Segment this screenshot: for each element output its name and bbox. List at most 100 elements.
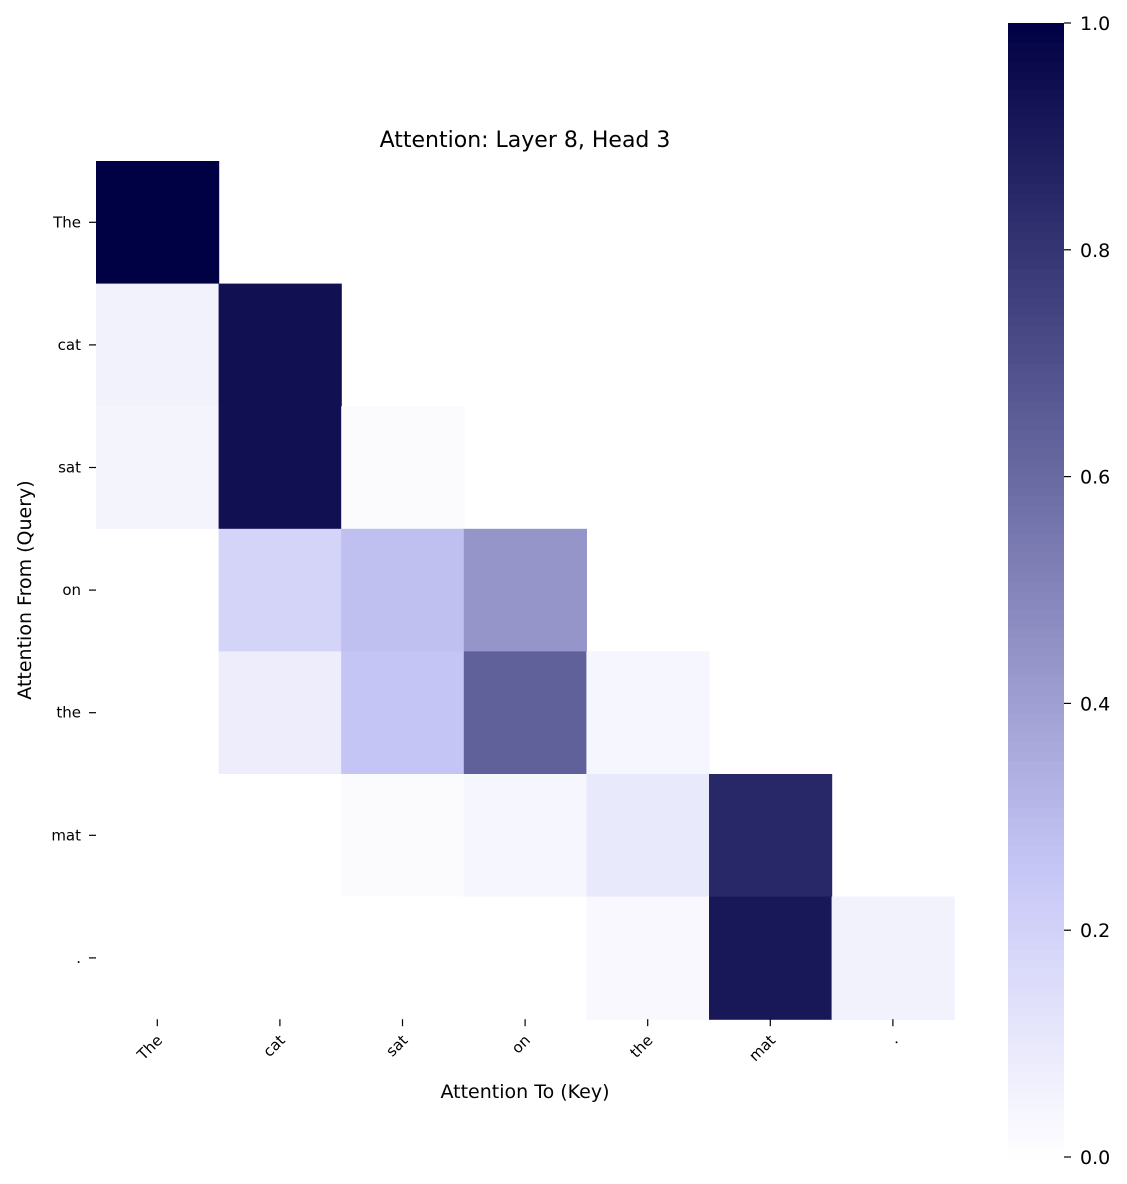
heatmap-cell — [96, 896, 220, 1020]
colorbar-segment — [1008, 334, 1064, 346]
colorbar-segment — [1008, 1071, 1064, 1083]
colorbar-segment — [1008, 523, 1064, 535]
colorbar-segment — [1008, 202, 1064, 213]
heatmap-cell — [709, 774, 833, 898]
colorbar-segment — [1008, 98, 1064, 109]
colorbar-segment — [1008, 476, 1064, 487]
colorbar-segment — [1008, 599, 1064, 610]
heatmap-cell — [341, 406, 465, 530]
colorbar-segment — [1008, 741, 1064, 752]
colorbar-segment — [1008, 164, 1064, 175]
heatmap-cell — [341, 528, 465, 652]
colorbar-tick-label: 0.0 — [1080, 1147, 1110, 1169]
colorbar-segment — [1008, 760, 1064, 771]
y-tick-label: The — [52, 213, 81, 231]
colorbar-segment — [1008, 363, 1064, 374]
colorbar-segment — [1008, 788, 1064, 799]
colorbar-segment — [1008, 1138, 1064, 1149]
colorbar-segment — [1008, 1015, 1064, 1026]
colorbar-segment — [1008, 892, 1064, 903]
heatmap-cell — [96, 774, 220, 898]
colorbar-segment — [1008, 750, 1064, 761]
colorbar-segment — [1008, 769, 1064, 780]
heatmap-cell — [218, 283, 342, 407]
colorbar-segment — [1008, 372, 1064, 383]
heatmap-cell — [586, 896, 710, 1020]
colorbar-segment — [1008, 693, 1064, 705]
colorbar-segment — [1008, 278, 1064, 289]
colorbar-segment — [1008, 249, 1064, 261]
colorbar-segment — [1008, 845, 1064, 856]
heatmap-cell — [218, 528, 342, 652]
colorbar-segment — [1008, 807, 1064, 818]
colorbar-segment — [1008, 986, 1064, 998]
x-tick-label: mat — [745, 1031, 779, 1065]
y-axis-ticks: The cat sat on the mat. — [51, 213, 96, 967]
heatmap-cell — [341, 896, 465, 1020]
colorbar-segment — [1008, 136, 1064, 147]
colorbar-segment — [1008, 627, 1064, 639]
colorbar-segment — [1008, 79, 1064, 90]
heatmap-cell — [709, 896, 833, 1020]
colorbar-segment — [1008, 901, 1064, 913]
colorbar-segment — [1008, 382, 1064, 393]
colorbar-segment — [1008, 1024, 1064, 1035]
heatmap-cell — [218, 774, 342, 898]
colorbar-segment — [1008, 873, 1064, 884]
colorbar-segment — [1008, 353, 1064, 364]
colorbar-segment — [1008, 41, 1064, 53]
colorbar-segment — [1008, 561, 1064, 572]
colorbar-segment — [1008, 1119, 1064, 1130]
colorbar-segment — [1008, 315, 1064, 327]
colorbar-tick-label: 1.0 — [1080, 13, 1110, 35]
colorbar-segment — [1008, 1043, 1064, 1054]
x-tick-label: on — [508, 1031, 534, 1057]
colorbar-segment — [1008, 712, 1064, 724]
colorbar-segment — [1008, 1034, 1064, 1045]
colorbar-segment — [1008, 731, 1064, 742]
colorbar-segment — [1008, 571, 1064, 582]
colorbar-segment — [1008, 637, 1064, 648]
colorbar-segment — [1008, 193, 1064, 204]
colorbar-segment — [1008, 608, 1064, 620]
colorbar-segment — [1008, 145, 1064, 157]
colorbar: 0.0 0.2 0.4 0.6 0.8 1.0 — [1008, 13, 1110, 1169]
heatmap-cell — [96, 528, 220, 652]
colorbar-segment — [1008, 1109, 1064, 1120]
heatmap-cell — [463, 651, 587, 775]
colorbar-segment — [1008, 325, 1064, 336]
x-axis-label: Attention To (Key) — [440, 1081, 609, 1103]
heatmap-cell — [463, 896, 587, 1020]
heatmap-cell — [96, 406, 220, 530]
colorbar-segment — [1008, 590, 1064, 601]
colorbar-segment — [1008, 212, 1064, 223]
colorbar-segment — [1008, 183, 1064, 194]
colorbar-segment — [1008, 1005, 1064, 1017]
colorbar-segment — [1008, 911, 1064, 922]
y-tick-label: the — [56, 704, 81, 722]
colorbar-tick-label: 0.8 — [1080, 240, 1110, 262]
x-axis-ticks: The cat sat on the mat. — [133, 1019, 902, 1065]
colorbar-segment — [1008, 779, 1064, 790]
heatmap-cell — [218, 406, 342, 530]
heatmap-cells — [96, 161, 955, 1020]
colorbar-segment — [1008, 1147, 1064, 1158]
heatmap-cell — [463, 528, 587, 652]
y-axis-label: Attention From (Query) — [14, 480, 36, 699]
heatmap-cell — [831, 896, 955, 1020]
colorbar-segment — [1008, 882, 1064, 894]
heatmap-cell — [586, 651, 710, 775]
colorbar-segment — [1008, 221, 1064, 232]
colorbar-segment — [1008, 240, 1064, 251]
colorbar-segment — [1008, 117, 1064, 128]
x-tick-label: the — [626, 1031, 656, 1061]
heatmap-cell — [96, 283, 220, 407]
colorbar-segment — [1008, 410, 1064, 421]
colorbar-segment — [1008, 126, 1064, 138]
colorbar-segment — [1008, 51, 1064, 62]
y-tick-label: . — [76, 949, 81, 967]
colorbar-segment — [1008, 675, 1064, 686]
colorbar-segment — [1008, 826, 1064, 837]
x-tick-label: . — [886, 1031, 902, 1047]
